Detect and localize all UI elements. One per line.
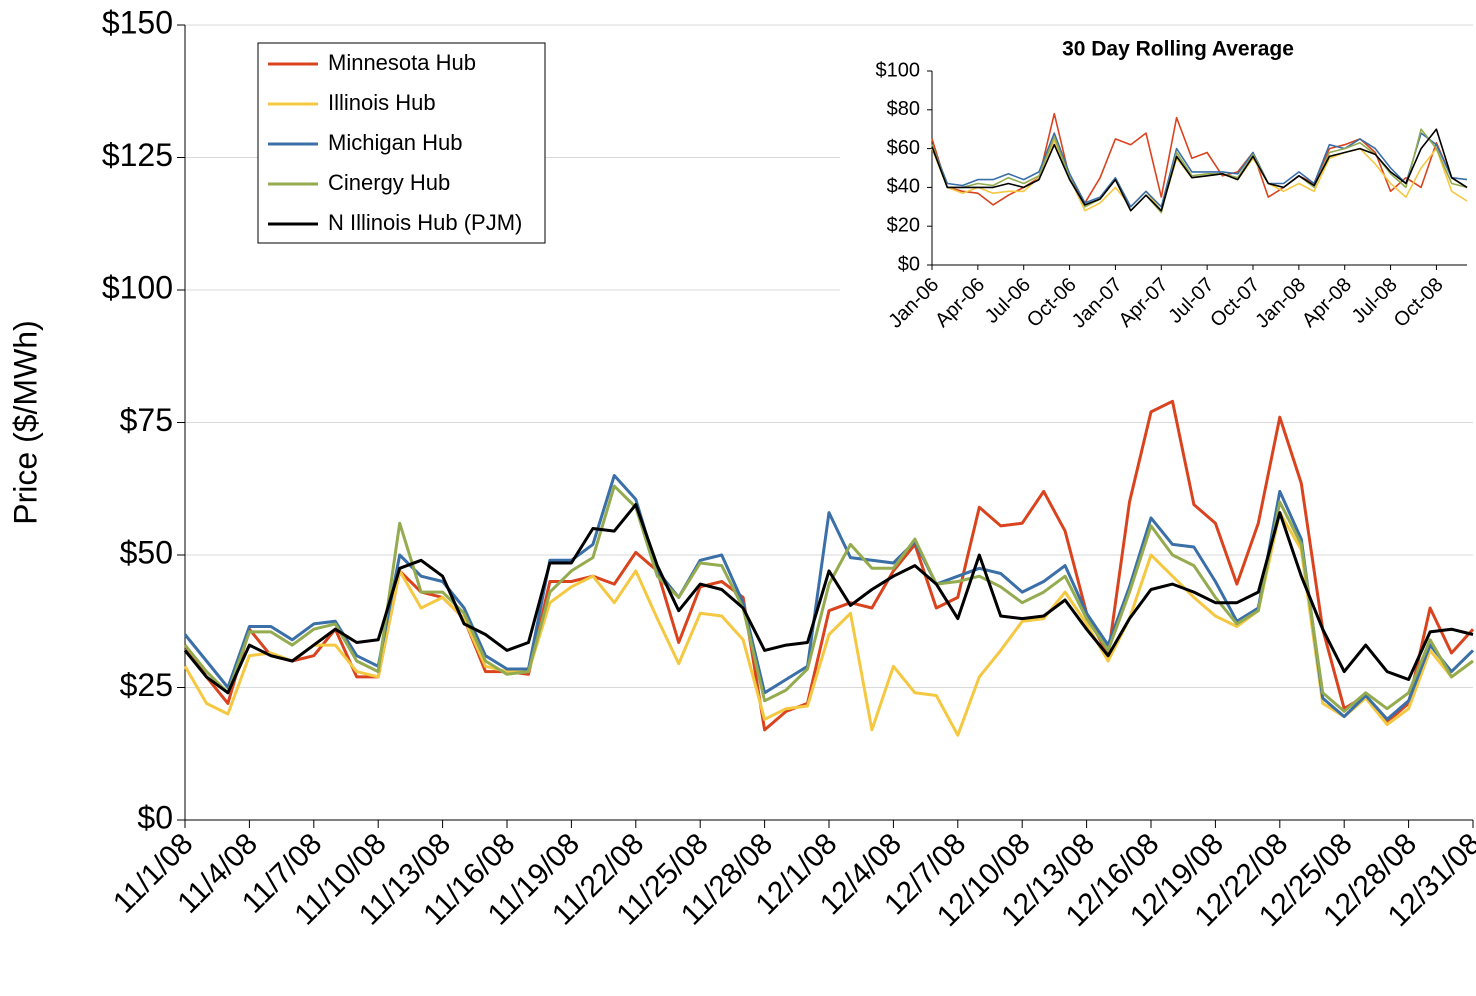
y-tick-label: $100 (876, 59, 921, 81)
y-tick-label: $75 (120, 402, 173, 438)
y-tick-label: $100 (102, 269, 173, 305)
legend-label: Michigan Hub (328, 130, 463, 155)
y-tick-label: $80 (887, 98, 920, 120)
y-tick-label: $0 (898, 253, 920, 275)
y-tick-label: $0 (137, 799, 173, 835)
series-line (931, 132, 1468, 208)
series-line (931, 128, 1468, 212)
series-line (183, 511, 1474, 737)
y-tick-label: $25 (120, 667, 173, 703)
y-tick-label: $150 (102, 4, 173, 40)
y-axis-title: Price ($/MWh) (7, 320, 43, 524)
legend-label: Minnesota Hub (328, 50, 476, 75)
legend-label: Illinois Hub (328, 90, 436, 115)
y-tick-label: $50 (120, 534, 173, 570)
y-tick-label: $20 (887, 214, 920, 236)
y-tick-label: $60 (887, 137, 920, 159)
series-line (183, 484, 1474, 713)
series-line (183, 399, 1475, 732)
series-line (183, 503, 1474, 695)
series-line (931, 112, 1468, 206)
legend-label: N Illinois Hub (PJM) (328, 210, 522, 235)
y-tick-label: $125 (102, 137, 173, 173)
inset-background (840, 28, 1476, 298)
chart-title: 30 Day Rolling Average (1062, 38, 1294, 61)
legend-label: Cinergy Hub (328, 170, 450, 195)
y-tick-label: $40 (887, 176, 920, 198)
